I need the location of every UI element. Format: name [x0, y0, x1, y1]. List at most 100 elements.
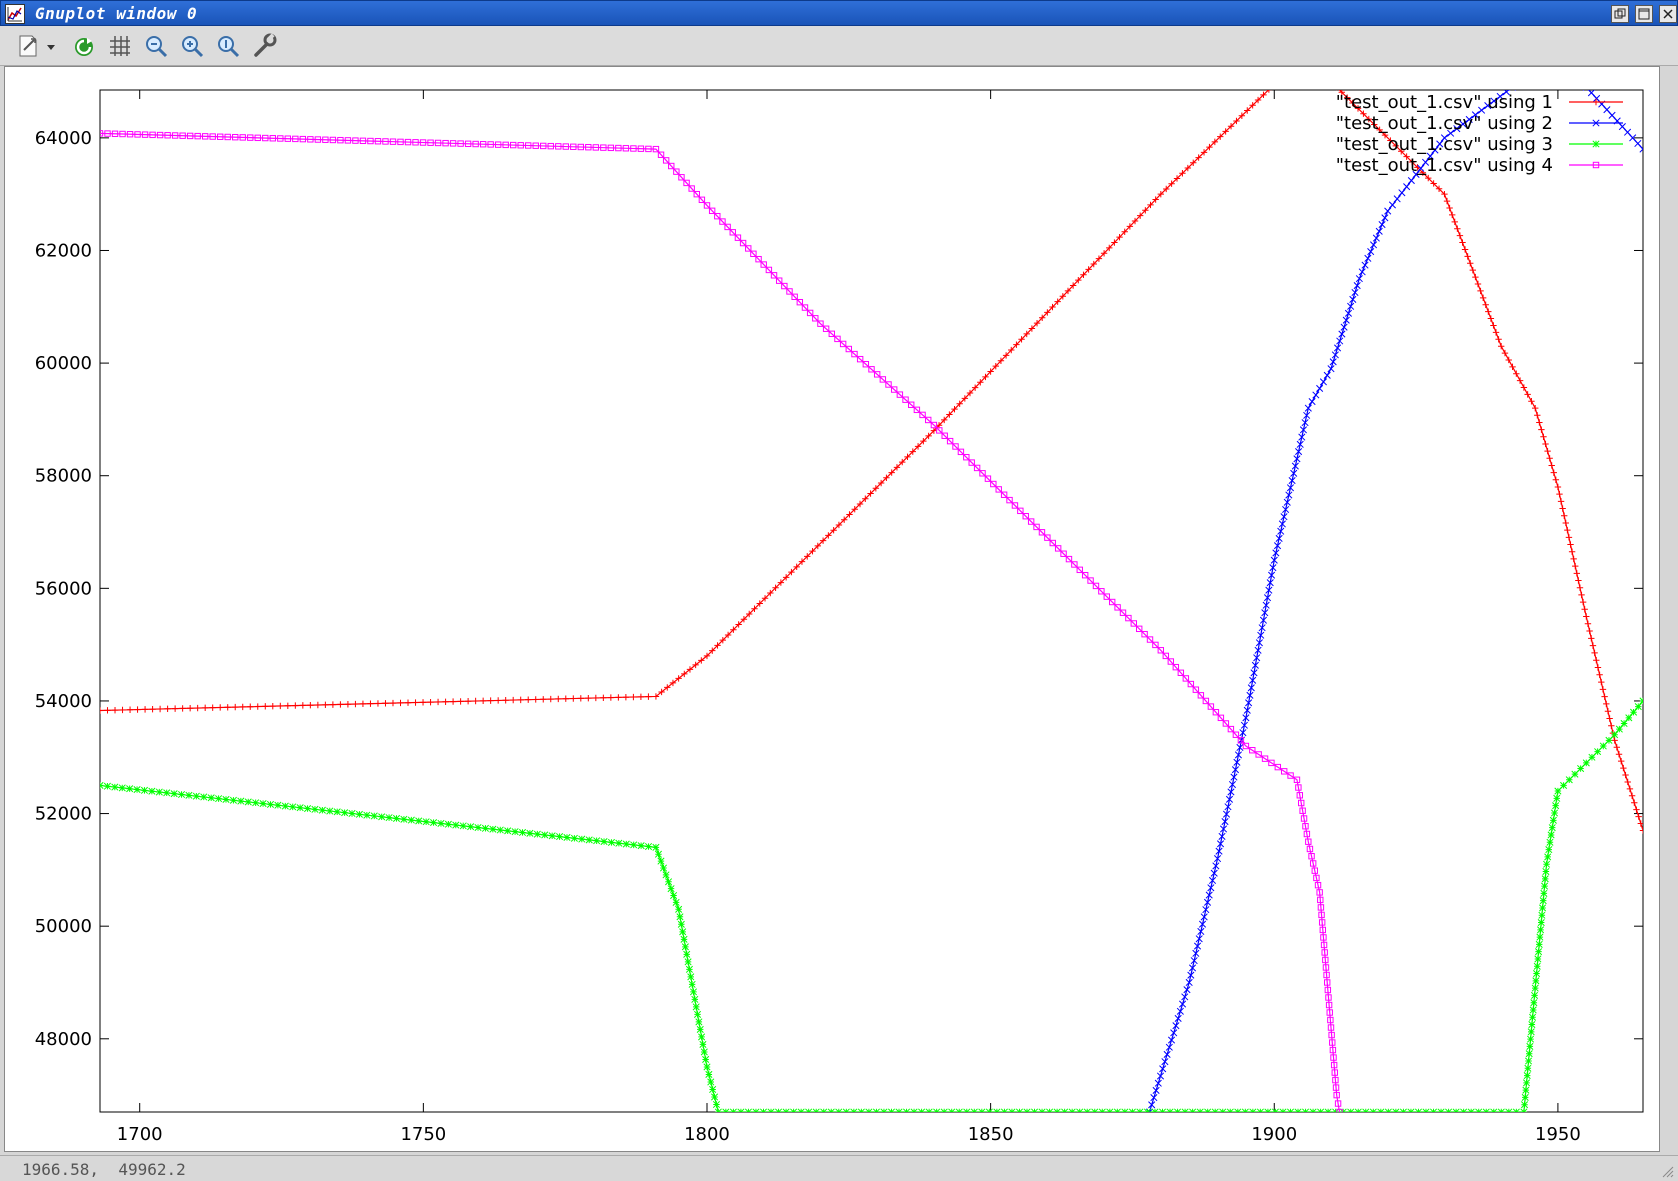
export-button[interactable] — [14, 32, 42, 60]
series-3-point — [902, 1108, 911, 1112]
series-4-point — [156, 131, 164, 139]
series-3-point — [392, 814, 401, 822]
maximize-button[interactable] — [1635, 5, 1653, 23]
series-1-point — [1474, 280, 1482, 288]
series-1-point — [1365, 115, 1373, 123]
series-1-point — [793, 563, 800, 571]
title-bar[interactable]: Gnuplot window 0 — [0, 0, 1678, 26]
series-3-point — [1068, 1108, 1076, 1112]
series-3-point — [1582, 759, 1590, 767]
series-4-point — [1303, 830, 1311, 838]
series-1-point — [877, 479, 885, 487]
series-3-point — [370, 812, 378, 820]
series-3-point — [1158, 1108, 1167, 1112]
series-2-point — [1372, 234, 1380, 242]
series-3-point — [1527, 1028, 1535, 1036]
series-1-point — [904, 453, 911, 461]
series-1-point — [367, 700, 374, 707]
series-3-point — [459, 822, 467, 830]
series-2-point — [1185, 978, 1193, 987]
series-1-point — [1611, 737, 1618, 744]
series-3-point — [496, 826, 504, 834]
series-4-point — [592, 144, 600, 151]
series-4-point — [1076, 566, 1083, 574]
series-3-point — [1523, 1072, 1531, 1080]
series-3-point — [1547, 831, 1555, 839]
series-1-point — [1184, 164, 1192, 172]
series-4-point — [217, 133, 224, 140]
settings-button[interactable] — [250, 32, 278, 60]
series-2-point — [1187, 971, 1195, 979]
series-3-point — [644, 842, 653, 851]
series-3-point — [1577, 764, 1585, 773]
plot-area[interactable]: 1700 1750 1800 1850 1900 1950 48000 50000 52000 5… — [4, 66, 1660, 1152]
series-3-point — [812, 1108, 820, 1112]
series-4-point — [600, 144, 607, 151]
series-4-point — [879, 376, 887, 383]
series-1-point — [1392, 142, 1400, 150]
series-1-point — [1157, 190, 1165, 198]
series-4-point — [817, 320, 824, 327]
series-3-point — [910, 1108, 918, 1112]
series-4-point — [322, 136, 329, 143]
series-3-point — [133, 785, 141, 794]
series-4-point — [1320, 934, 1327, 941]
series-2-point — [1262, 601, 1270, 609]
zoom-previous-button[interactable] — [142, 32, 170, 60]
series-1-point — [1497, 343, 1505, 350]
series-1-point — [1314, 79, 1320, 85]
series-2-point — [1170, 1029, 1178, 1037]
series-1-point — [472, 697, 479, 705]
series-3-point — [1528, 1021, 1536, 1029]
series-1-point — [751, 605, 758, 612]
series-1-point — [1542, 440, 1549, 448]
series-3-point — [1505, 1108, 1513, 1112]
restore-button[interactable] — [1611, 5, 1629, 23]
close-button[interactable] — [1659, 5, 1677, 23]
series-1-point — [1200, 149, 1208, 156]
series-4-point — [719, 218, 726, 225]
series-4-point — [1318, 919, 1326, 926]
series-4-point — [862, 361, 870, 368]
series-4-point — [1298, 799, 1305, 807]
series-2-point — [1224, 803, 1232, 811]
series-4-point — [427, 139, 434, 146]
series-1-point — [703, 652, 711, 660]
series-2-point — [1351, 288, 1359, 297]
series-3-point — [1571, 770, 1579, 778]
series-1-point — [971, 384, 979, 391]
replot-button[interactable] — [70, 32, 98, 60]
series-2-point — [1319, 378, 1327, 386]
series-4-point — [555, 143, 562, 150]
series-1-point — [1635, 813, 1642, 820]
series-4 — [100, 130, 1343, 1112]
series-1-point — [862, 495, 869, 502]
series-4-point — [119, 130, 126, 138]
series-1-point — [1550, 469, 1557, 476]
series-4-point — [1255, 751, 1262, 758]
series-3-point — [707, 1078, 715, 1086]
series-4-point — [708, 207, 716, 215]
series-3-point — [1091, 1108, 1099, 1112]
series-2-point — [1213, 855, 1222, 863]
series-4-point — [1327, 1024, 1335, 1031]
grid-button[interactable] — [106, 32, 134, 60]
series-4-point — [1187, 680, 1195, 688]
series-2-point — [1412, 170, 1420, 179]
series-1-point — [777, 579, 785, 586]
autoscale-button[interactable] — [214, 32, 242, 60]
series-3-point — [1539, 904, 1547, 912]
series-3-point — [1553, 794, 1561, 802]
series-3-point — [444, 820, 452, 828]
series-3-point — [1497, 1108, 1505, 1112]
series-2-point — [1547, 79, 1553, 85]
series-4-point — [714, 212, 721, 220]
resize-grip-icon[interactable] — [1660, 1164, 1674, 1178]
series-2-point — [1417, 164, 1425, 172]
series-4-point — [1321, 949, 1328, 956]
series-4-point — [1324, 979, 1331, 986]
export-menu-button[interactable] — [44, 32, 58, 60]
series-1-point — [1023, 330, 1030, 338]
zoom-next-button[interactable] — [178, 32, 206, 60]
series-1-point — [1639, 827, 1643, 834]
